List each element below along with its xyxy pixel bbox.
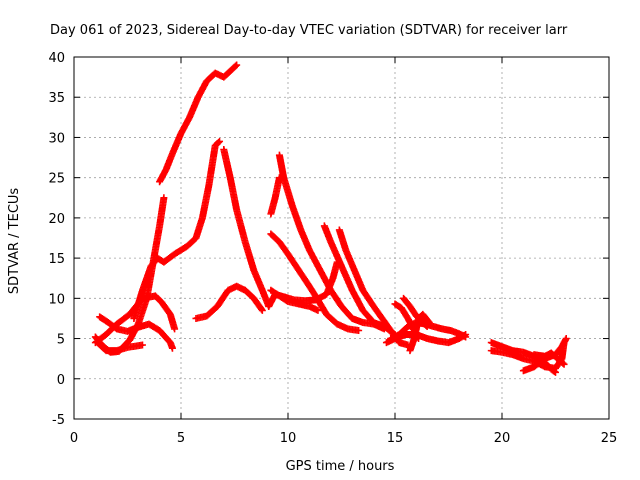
data-point (460, 331, 468, 339)
grid (74, 57, 609, 419)
series-arc-24 (530, 349, 568, 368)
x-tick-label: 0 (70, 431, 78, 446)
x-tick-label: 10 (280, 431, 297, 446)
data-point (422, 321, 430, 329)
y-axis-label: SDTVAR / TECUs (7, 188, 22, 295)
series-arc-15 (335, 226, 412, 349)
data-point (216, 137, 224, 145)
series-arc-14 (320, 222, 399, 339)
x-tick-label: 15 (387, 431, 404, 446)
series-arc-03 (94, 339, 146, 355)
series-arc-11 (267, 230, 363, 335)
data-marks (91, 61, 570, 376)
series-arc-06 (130, 137, 224, 322)
data-point (314, 306, 322, 314)
y-tick-label: 0 (57, 373, 65, 388)
data-point (560, 360, 568, 368)
x-axis-label: GPS time / hours (286, 459, 395, 474)
data-point (232, 62, 240, 70)
data-point (423, 322, 431, 330)
y-tick-label: 15 (48, 252, 65, 267)
data-point (214, 138, 222, 146)
data-point (355, 327, 363, 335)
series-arc-10 (267, 286, 322, 314)
y-tick-label: 40 (48, 51, 65, 66)
axis-ticks: 0 5 10 15 20 25 -5 0 5 10 15 20 25 30 35 40 (48, 51, 617, 446)
data-point (160, 194, 168, 202)
data-point (171, 325, 179, 333)
y-tick-label: 20 (48, 212, 65, 227)
chart-title: Day 061 of 2023, Sidereal Day-to-day VTE… (50, 23, 568, 38)
series-arc-20 (400, 294, 431, 330)
y-tick-label: 10 (48, 292, 65, 307)
y-tick-label: 35 (48, 91, 65, 106)
y-tick-label: 25 (48, 172, 65, 187)
data-point (138, 341, 146, 349)
data-point (275, 174, 283, 182)
series-arc-07 (220, 146, 273, 310)
data-point (462, 331, 470, 339)
y-tick-label: 5 (57, 333, 65, 348)
data-point (258, 306, 266, 314)
series-arc-13 (267, 174, 283, 218)
data-point (233, 61, 241, 69)
series-arc-02 (156, 61, 241, 186)
data-point (257, 305, 265, 313)
data-point (562, 335, 570, 343)
y-tick-label: -5 (52, 413, 65, 428)
data-point (168, 344, 176, 352)
x-tick-label: 25 (601, 431, 618, 446)
x-tick-label: 5 (177, 431, 185, 446)
series-arc-08 (192, 282, 266, 322)
series-arc-19 (406, 310, 433, 355)
x-tick-label: 20 (494, 431, 511, 446)
data-point (559, 359, 567, 367)
y-tick-label: 30 (48, 131, 65, 146)
plot-frame (73, 56, 610, 420)
